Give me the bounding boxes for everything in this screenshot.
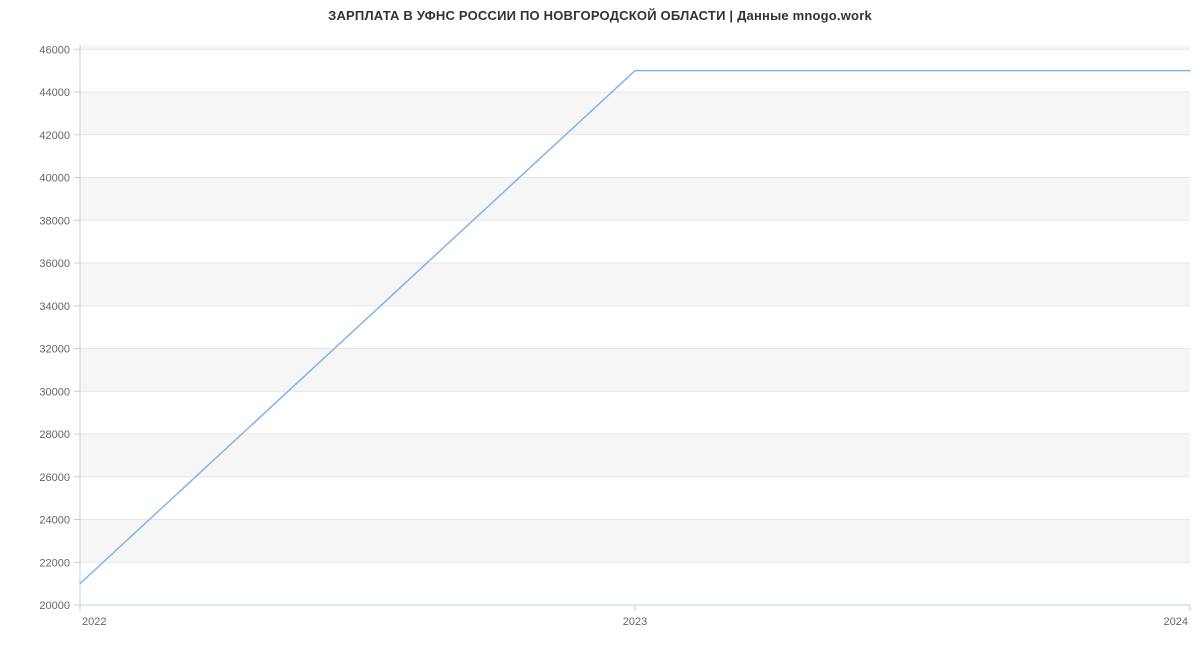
y-tick-label: 38000	[39, 215, 70, 227]
x-tick-label: 2024	[1164, 616, 1188, 628]
chart-plot-area: 2022 2023 2024 20000 22000 24000 26000 28000 300…	[0, 0, 1200, 650]
y-tick-label: 32000	[39, 344, 70, 356]
y-tick-label: 26000	[39, 472, 70, 484]
y-tick-label: 42000	[39, 130, 70, 142]
y-tick-label: 28000	[39, 429, 70, 441]
x-tick-label: 2022	[82, 616, 106, 628]
y-tick-label: 22000	[39, 557, 70, 569]
y-tick-label: 40000	[39, 173, 70, 185]
y-tick-label: 36000	[39, 258, 70, 270]
y-tick-label: 46000	[39, 44, 70, 56]
y-tick-label: 44000	[39, 87, 70, 99]
y-tick-label: 30000	[39, 386, 70, 398]
y-tick-label: 24000	[39, 515, 70, 527]
salary-chart: ЗАРПЛАТА В УФНС РОССИИ ПО НОВГОРОДСКОЙ О…	[0, 0, 1200, 650]
x-tick-label: 2023	[623, 616, 647, 628]
series-line-salary	[80, 71, 1190, 584]
y-tick-label: 34000	[39, 301, 70, 313]
chart-title: ЗАРПЛАТА В УФНС РОССИИ ПО НОВГОРОДСКОЙ О…	[0, 8, 1200, 23]
y-tick-label: 20000	[39, 600, 70, 612]
